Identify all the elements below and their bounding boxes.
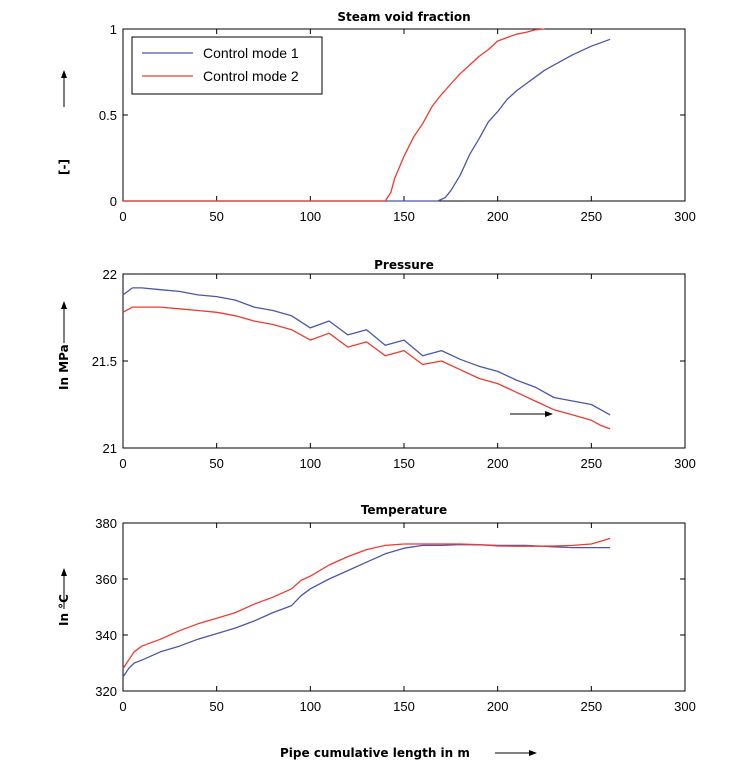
x-tick-label: 200: [487, 699, 509, 714]
temperature-y-axis-label: In °C: [57, 594, 71, 626]
x-tick-label: 200: [487, 209, 509, 224]
legend-label-mode1: Control mode 1: [203, 45, 299, 61]
x-tick-label: 0: [119, 699, 126, 714]
x-tick-label: 150: [393, 456, 415, 471]
steam-void-fraction-chart: Steam void fraction 0 50 100 150 200 250 300 0 0.…: [57, 10, 696, 224]
temperature-plot-area: [122, 522, 686, 692]
x-tick-label: 150: [393, 699, 415, 714]
x-tick-label: 300: [674, 699, 696, 714]
x-tick-label: 250: [580, 456, 602, 471]
pressure-y-axis-arrow-head: [61, 301, 67, 309]
y-tick-label: 0.5: [99, 108, 117, 123]
steam-void-fraction-title: Steam void fraction: [337, 10, 470, 24]
steam-void-fraction-y-axis-arrow-head: [61, 70, 67, 78]
y-tick-label: 21.5: [92, 354, 117, 369]
y-tick-label: 21: [103, 441, 117, 456]
y-tick-label: 320: [95, 684, 117, 699]
legend-box: [131, 36, 323, 95]
x-tick-label: 300: [674, 456, 696, 471]
y-tick-label: 22: [103, 267, 117, 282]
steam-void-fraction-y-axis-label: [-]: [57, 159, 71, 175]
x-tick-label: 100: [299, 456, 321, 471]
x-tick-label: 100: [299, 699, 321, 714]
pressure-series-mode1: [122, 287, 611, 416]
x-tick-label: 250: [580, 699, 602, 714]
legend: Control mode 1 Control mode 2: [131, 36, 323, 95]
y-tick-label: 360: [95, 572, 117, 587]
y-tick-label: 380: [95, 516, 117, 531]
y-tick-label: 1: [110, 22, 117, 37]
y-tick-label: 340: [95, 628, 117, 643]
y-tick-label: 0: [110, 194, 117, 209]
x-tick-label: 0: [119, 456, 126, 471]
temperature-title: Temperature: [361, 503, 447, 517]
x-tick-label: 50: [209, 209, 223, 224]
temperature-series-mode1: [122, 543, 611, 678]
steam-void-fraction-series-mode1: [123, 38, 611, 202]
pressure-chart: Pressure 0 50 100 150 200 250 300 21 21.5 22 In MPa: [57, 258, 696, 471]
pressure-title: Pressure: [374, 258, 434, 272]
temperature-series-mode2: [122, 537, 611, 669]
x-tick-label: 300: [674, 209, 696, 224]
temperature-y-axis-arrow-head: [61, 568, 67, 576]
x-tick-label: 50: [209, 456, 223, 471]
x-tick-label: 0: [119, 209, 126, 224]
x-tick-label: 200: [487, 456, 509, 471]
steam-void-fraction-series-mode2: [123, 28, 545, 202]
legend-label-mode2: Control mode 2: [203, 68, 299, 84]
temperature-chart: Temperature 0 50 100 150 200 250 300 320 340 360 38…: [57, 503, 696, 714]
x-tick-label: 150: [393, 209, 415, 224]
pressure-direction-arrow: [510, 411, 553, 417]
pressure-plot-area: [122, 273, 686, 449]
x-tick-label: 100: [299, 209, 321, 224]
pressure-y-axis-label: In MPa: [57, 344, 71, 390]
x-axis-arrow: [495, 750, 537, 756]
x-tick-label: 50: [209, 699, 223, 714]
x-axis-label: Pipe cumulative length in m: [280, 746, 470, 760]
x-tick-label: 250: [580, 209, 602, 224]
pressure-series-mode2: [122, 306, 611, 430]
